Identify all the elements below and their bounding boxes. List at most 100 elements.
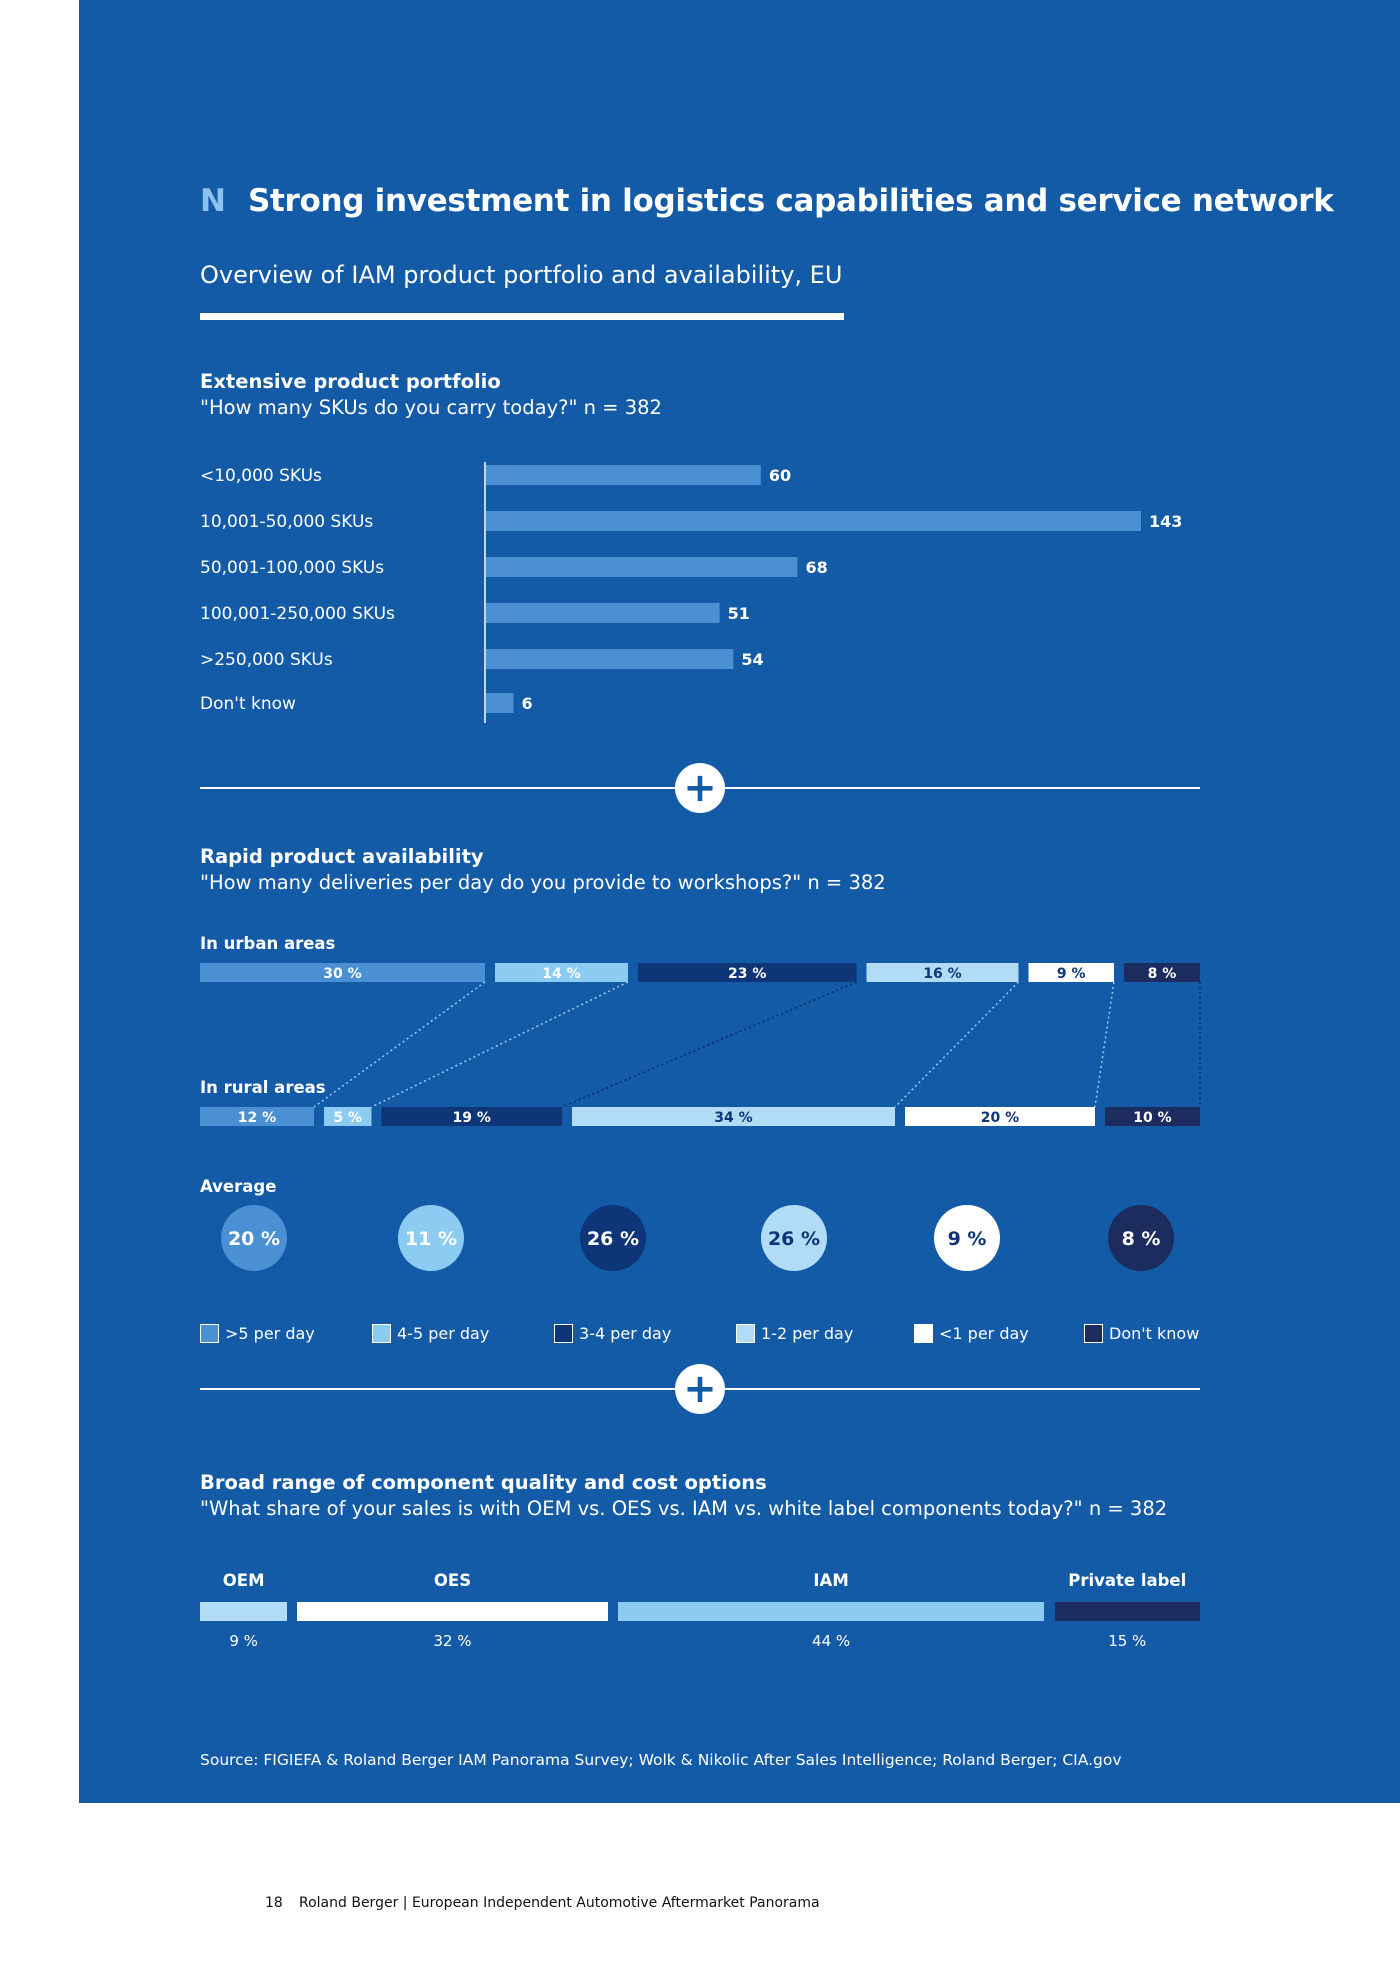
average-circle [221, 1205, 287, 1271]
quality-value-label: 15 % [1108, 1632, 1147, 1650]
segment-label: 16 % [923, 966, 961, 982]
section1-question: "How many SKUs do you carry today?" n = … [200, 396, 662, 419]
legend-swatch [736, 1324, 755, 1343]
legend-label: 3-4 per day [579, 1324, 672, 1343]
value-label: 143 [1149, 512, 1182, 531]
sku-bar-chart: <10,000 SKUs 60 10,001-50,000 SKUs 143 50,00… [200, 462, 1182, 723]
average-circle [398, 1205, 464, 1271]
average-value: 11 % [405, 1228, 457, 1250]
plus-icon: + [675, 763, 725, 813]
quality-segment [617, 1602, 1045, 1621]
sku-bar [486, 649, 734, 669]
connector-line [894, 981, 1020, 1108]
average-circle [934, 1205, 1000, 1271]
value-label: 51 [728, 604, 750, 623]
rural-label: In rural areas [200, 1078, 326, 1097]
stacked-segment [1124, 963, 1200, 982]
quality-value-label: 9 % [229, 1632, 258, 1650]
average-value: 26 % [768, 1228, 820, 1250]
segment-label: 8 % [1148, 966, 1177, 982]
legend-label: >5 per day [225, 1324, 315, 1343]
stacked-segment [1105, 1107, 1200, 1126]
average-label: Average [200, 1177, 277, 1196]
quality-segment [200, 1602, 288, 1621]
segment-label: 30 % [323, 966, 361, 982]
value-label: 54 [741, 650, 763, 669]
stacked-segment [324, 1107, 372, 1126]
stacked-segment [495, 963, 628, 982]
connector-line [313, 981, 486, 1108]
legend-label: 4-5 per day [397, 1324, 490, 1343]
section2-title: Rapid product availability [200, 845, 484, 868]
urban-label: In urban areas [200, 934, 336, 953]
segment-label: 20 % [981, 1110, 1019, 1126]
stacked-segment [638, 963, 857, 982]
legend-label: <1 per day [939, 1324, 1029, 1343]
blue-panel [79, 0, 1400, 1803]
quality-segment [1054, 1602, 1200, 1621]
section3-question: "What share of your sales is with OEM vs… [200, 1497, 1168, 1520]
value-label: 6 [521, 694, 532, 713]
legend-item: <1 per day [914, 1324, 1029, 1343]
quality-category-label: IAM [813, 1571, 849, 1590]
legend-swatch [200, 1324, 219, 1343]
stacked-segment [200, 963, 485, 982]
stacked-segment [1028, 963, 1114, 982]
value-label: 68 [805, 558, 827, 577]
legend-item: 3-4 per day [554, 1324, 671, 1343]
legend-item: >5 per day [200, 1324, 315, 1343]
category-label: 10,001-50,000 SKUs [200, 512, 373, 532]
legend-swatch [372, 1324, 391, 1343]
connector-line [561, 981, 857, 1108]
quality-category-label: OES [433, 1571, 472, 1590]
legend-item: 4-5 per day [372, 1324, 489, 1343]
availability-stacked-chart: 30 % 14 % 23 % 16 % 9 % 8 % 12 % 5 % 19 % 34 % 20 … [200, 963, 1201, 1271]
source-note: Source: FIGIEFA & Roland Berger IAM Pano… [200, 1751, 1122, 1769]
quality-value-label: 44 % [812, 1632, 851, 1650]
category-label: 100,001-250,000 SKUs [200, 604, 395, 624]
stacked-segment [866, 963, 1019, 982]
category-label: <10,000 SKUs [200, 466, 322, 486]
connector-line [371, 981, 629, 1108]
page-subtitle: Overview of IAM product portfolio and av… [200, 261, 843, 289]
stacked-segment [200, 1107, 314, 1126]
segment-label: 14 % [542, 966, 580, 982]
quality-category-label: Private label [1068, 1571, 1187, 1590]
section2-question: "How many deliveries per day do you prov… [200, 871, 886, 894]
sku-bar [486, 465, 761, 485]
quality-value-label: 32 % [433, 1632, 472, 1650]
sku-bar [486, 557, 798, 577]
stacked-segment [572, 1107, 895, 1126]
sku-bar [486, 511, 1141, 531]
category-label: 50,001-100,000 SKUs [200, 558, 384, 578]
legend-label: 1-2 per day [761, 1324, 854, 1343]
average-circle [580, 1205, 646, 1271]
page-number: 18 [265, 1895, 283, 1911]
legend-item: 1-2 per day [736, 1324, 853, 1343]
legend-swatch [1084, 1324, 1103, 1343]
connector-line [1094, 981, 1115, 1108]
value-label: 60 [769, 466, 791, 485]
legend-swatch [914, 1324, 933, 1343]
stacked-segment [381, 1107, 562, 1126]
legend-item: Don't know [1084, 1324, 1199, 1343]
section-letter: N [200, 183, 226, 219]
segment-label: 19 % [453, 1110, 491, 1126]
sku-bar [486, 603, 720, 623]
quality-segment [297, 1602, 608, 1621]
footer-text: Roland Berger | European Independent Aut… [299, 1895, 820, 1911]
segment-label: 5 % [333, 1110, 362, 1126]
segment-label: 34 % [714, 1110, 752, 1126]
page-title: Strong investment in logistics capabilit… [248, 183, 1334, 219]
average-value: 20 % [228, 1228, 280, 1250]
plus-icon: + [675, 1364, 725, 1414]
section3-title: Broad range of component quality and cos… [200, 1471, 767, 1494]
category-label: >250,000 SKUs [200, 650, 333, 670]
segment-label: 23 % [728, 966, 766, 982]
average-value: 9 % [948, 1228, 987, 1250]
sku-bar [486, 693, 514, 713]
segment-label: 12 % [238, 1110, 276, 1126]
average-value: 26 % [587, 1228, 639, 1250]
category-label: Don't know [200, 694, 296, 714]
legend-label: Don't know [1109, 1324, 1200, 1343]
